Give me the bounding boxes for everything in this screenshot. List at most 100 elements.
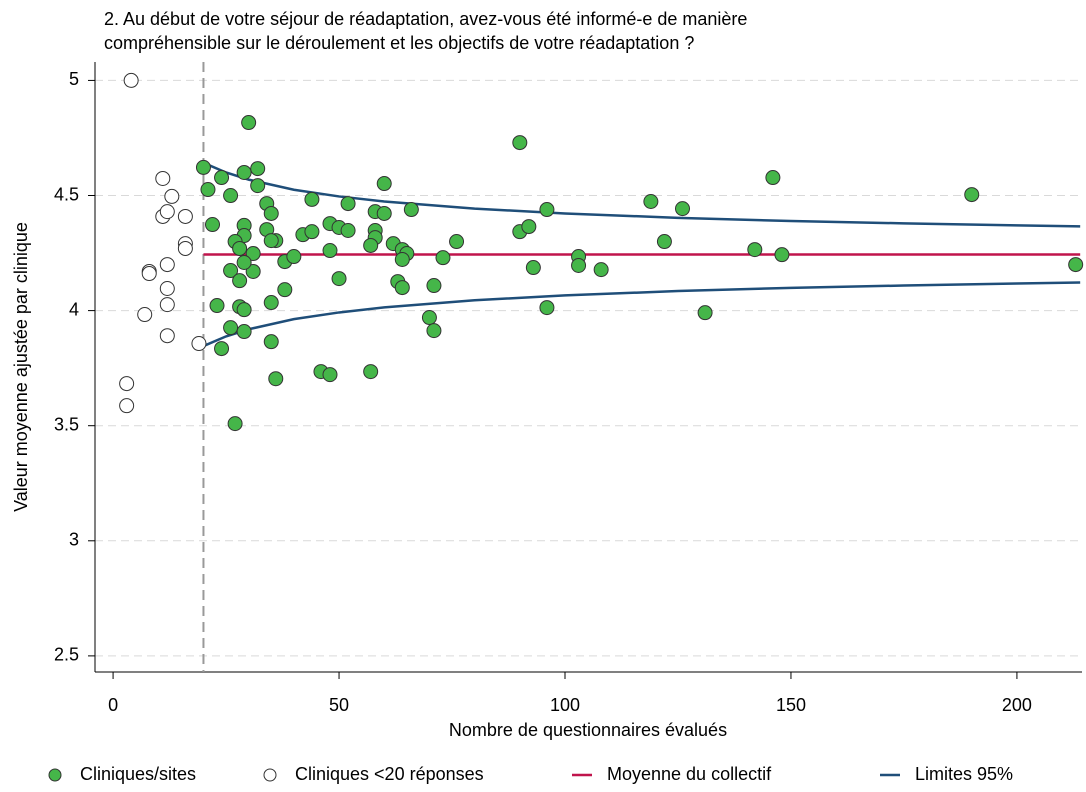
y-tick-label: 3.5 — [54, 414, 79, 434]
lower-limit — [202, 281, 1081, 348]
chart-title: 2. Au début de votre séjour de réadaptat… — [104, 9, 747, 29]
point — [177, 208, 193, 224]
point — [119, 376, 135, 392]
point — [675, 201, 690, 217]
point — [571, 257, 587, 273]
point — [1068, 257, 1084, 273]
point — [394, 280, 410, 296]
point — [159, 328, 175, 344]
point — [232, 273, 248, 289]
y-tick-label: 2.5 — [54, 645, 79, 665]
point — [119, 398, 135, 414]
point — [236, 254, 252, 270]
point — [449, 234, 465, 250]
y-tick-label: 3 — [69, 530, 79, 550]
point — [774, 247, 790, 263]
point — [268, 371, 284, 387]
point — [521, 219, 537, 235]
point — [137, 307, 153, 323]
point — [593, 262, 609, 278]
legend-label: Limites 95% — [915, 764, 1013, 784]
x-tick-label: 50 — [329, 695, 349, 715]
point — [164, 188, 180, 204]
upper-limit — [202, 161, 1081, 228]
point — [697, 305, 713, 321]
point — [236, 164, 252, 180]
legend-marker — [263, 768, 277, 782]
point — [363, 364, 379, 380]
point — [191, 336, 207, 352]
point — [159, 297, 175, 313]
point — [209, 298, 225, 314]
y-tick-label: 5 — [69, 69, 79, 89]
point — [277, 282, 293, 298]
point — [223, 263, 239, 279]
point — [394, 252, 410, 268]
chart-title: compréhensible sur le déroulement et les… — [104, 33, 694, 53]
point — [263, 334, 279, 350]
point — [223, 188, 239, 204]
point — [643, 193, 659, 209]
point — [964, 187, 980, 203]
point — [435, 250, 451, 266]
point — [525, 260, 541, 276]
point — [141, 266, 157, 282]
point — [263, 233, 279, 249]
point — [223, 320, 239, 336]
point — [539, 300, 555, 316]
point — [322, 243, 338, 259]
point — [232, 240, 248, 256]
point — [123, 72, 139, 88]
point — [241, 115, 257, 131]
point — [403, 202, 419, 218]
point — [263, 205, 279, 221]
point — [195, 159, 211, 175]
point — [245, 263, 261, 279]
point — [205, 217, 220, 233]
point — [340, 222, 356, 238]
x-tick-label: 200 — [1002, 695, 1032, 715]
point — [159, 257, 175, 273]
point — [376, 176, 392, 192]
legend-label: Moyenne du collectif — [607, 764, 772, 784]
point — [747, 242, 763, 258]
point — [304, 224, 320, 240]
point — [214, 170, 230, 186]
y-tick-label: 4 — [69, 299, 79, 319]
legend-label: Cliniques/sites — [80, 764, 196, 784]
point — [421, 310, 437, 326]
point — [286, 249, 302, 265]
point — [304, 191, 320, 207]
legend-label: Cliniques <20 réponses — [295, 764, 484, 784]
x-tick-label: 0 — [108, 695, 118, 715]
x-tick-label: 100 — [550, 695, 580, 715]
point — [340, 196, 356, 212]
point — [155, 170, 171, 186]
point — [539, 202, 555, 218]
point — [512, 135, 528, 151]
point — [426, 323, 442, 339]
point — [159, 204, 175, 220]
point — [245, 246, 261, 262]
point — [263, 295, 279, 311]
point — [227, 416, 243, 432]
point — [200, 182, 216, 198]
point — [250, 178, 266, 194]
point — [656, 234, 672, 250]
point — [236, 324, 252, 340]
point — [250, 161, 266, 177]
point — [376, 205, 392, 221]
y-axis-title: Valeur moyenne ajustée par clinique — [11, 222, 31, 512]
point — [331, 271, 347, 287]
point — [765, 170, 781, 186]
legend-marker — [48, 768, 62, 782]
point — [426, 278, 442, 294]
point — [159, 281, 175, 297]
point — [214, 341, 230, 357]
point — [177, 240, 193, 256]
point — [236, 302, 252, 318]
y-tick-label: 4.5 — [54, 184, 79, 204]
point — [363, 237, 379, 253]
point — [322, 367, 338, 383]
